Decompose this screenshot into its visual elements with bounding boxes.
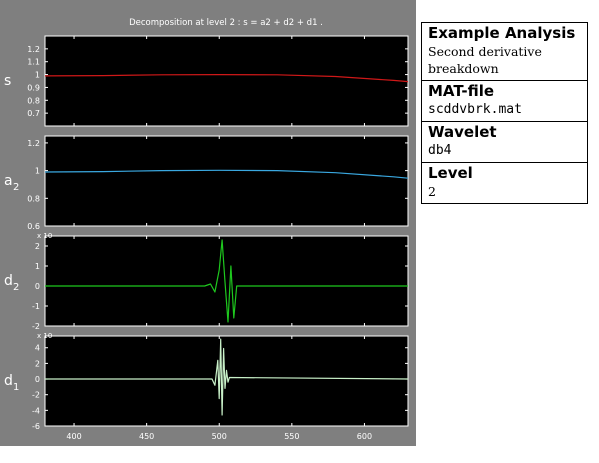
panel-label-subscript: 1: [13, 382, 19, 393]
example-analysis-section: Example Analysis Second derivative break…: [422, 23, 587, 81]
example-analysis-value: Second derivative breakdown: [428, 44, 542, 76]
exponent-label: x 10: [37, 232, 52, 240]
decomposition-figure: Decomposition at level 2 : s = a2 + d2 +…: [0, 0, 416, 446]
matfile-section: MAT-file scddvbrk.mat: [422, 81, 587, 122]
exponent-label: x 10: [37, 332, 52, 340]
axes-area: [44, 35, 409, 127]
axes-area: [44, 235, 409, 327]
panel-2: 210-1-2x 10d 2: [4, 232, 409, 331]
matfile-value: scddvbrk.mat: [428, 102, 522, 117]
y-tick-label: 0: [35, 375, 40, 384]
wavelet-header: Wavelet: [428, 123, 497, 141]
panel-3: 4 2 0 -2 -4 -6 x 10 d 1: [4, 332, 409, 431]
wavelet-section: Wavelet db4: [422, 122, 587, 163]
axes-area: [44, 335, 409, 427]
series-line: [44, 73, 409, 83]
y-tick-label: -2: [32, 322, 40, 331]
panel-label: d: [4, 273, 13, 289]
y-tick-label: 0.9: [27, 83, 40, 92]
x-tick-label: 600: [357, 432, 372, 441]
panel-label: a: [4, 173, 13, 189]
y-tick-label: 0.8: [27, 194, 40, 203]
y-tick-label: 0.7: [27, 109, 40, 118]
panel-label: s: [4, 73, 11, 89]
y-tick-label: 1.1: [27, 58, 40, 67]
y-tick-label: 4: [35, 344, 40, 353]
example-analysis-header: Example Analysis: [428, 24, 576, 42]
analysis-info-panel: Example Analysis Second derivative break…: [421, 22, 588, 204]
y-tick-label: 0.8: [27, 96, 40, 105]
y-tick-label: 2: [35, 359, 40, 368]
y-tick-label: -4: [32, 406, 40, 415]
x-tick-label: 500: [212, 432, 227, 441]
level-section: Level 2: [422, 163, 587, 203]
decomposition-plot: Decomposition at level 2 : s = a2 + d2 +…: [4, 18, 409, 441]
level-header: Level: [428, 164, 473, 182]
y-tick-label: 1: [35, 262, 40, 271]
y-tick-label: 1.2: [27, 45, 40, 54]
x-tick-label: 450: [139, 432, 154, 441]
y-tick-label: 2: [35, 242, 40, 251]
panel-1: 1.2 1 0.8 0.6 a 2: [4, 135, 409, 231]
matfile-header: MAT-file: [428, 82, 495, 100]
x-tick-label: 550: [284, 432, 299, 441]
y-tick-label: 1: [35, 71, 40, 80]
panel-0: 1.2 1.1 1 0.9 0.8 0.7 s: [4, 35, 409, 127]
series-line: [44, 169, 409, 179]
y-tick-label: 1: [35, 167, 40, 176]
panel-label: d: [4, 373, 13, 389]
panel-label-subscript: 2: [13, 182, 19, 193]
panel-label-subscript: 2: [13, 282, 19, 293]
x-tick-label: 400: [66, 432, 81, 441]
figure-title: Decomposition at level 2 : s = a2 + d2 +…: [129, 18, 323, 28]
y-tick-label: 1.2: [27, 139, 40, 148]
y-tick-label: -2: [32, 391, 40, 400]
y-tick-label: 0.6: [27, 222, 40, 231]
series-line: [45, 338, 409, 416]
axes-area: [44, 135, 409, 227]
y-tick-label: 0: [35, 282, 40, 291]
series-line: [45, 239, 408, 323]
y-tick-label: -6: [32, 422, 40, 431]
y-tick-label: -1: [32, 302, 40, 311]
level-value: 2: [428, 184, 436, 199]
wavelet-value: db4: [428, 143, 452, 158]
